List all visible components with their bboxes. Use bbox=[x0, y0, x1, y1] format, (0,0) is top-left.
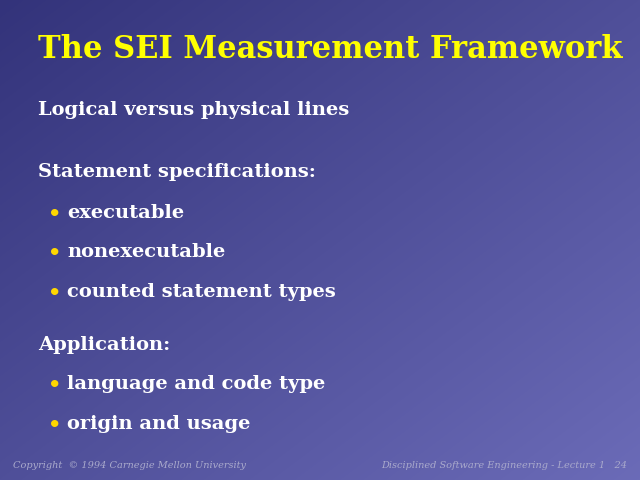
Text: •: • bbox=[48, 375, 61, 396]
Text: Logical versus physical lines: Logical versus physical lines bbox=[38, 101, 349, 119]
Text: nonexecutable: nonexecutable bbox=[67, 243, 225, 262]
Text: Copyright  © 1994 Carnegie Mellon University: Copyright © 1994 Carnegie Mellon Univers… bbox=[13, 461, 246, 470]
Text: Statement specifications:: Statement specifications: bbox=[38, 163, 316, 181]
Text: language and code type: language and code type bbox=[67, 375, 326, 394]
Text: Application:: Application: bbox=[38, 336, 171, 354]
Text: counted statement types: counted statement types bbox=[67, 283, 336, 300]
Text: The SEI Measurement Framework: The SEI Measurement Framework bbox=[38, 34, 623, 65]
Text: origin and usage: origin and usage bbox=[67, 415, 251, 433]
Text: Disciplined Software Engineering - Lecture 1   24: Disciplined Software Engineering - Lectu… bbox=[381, 461, 627, 470]
Text: •: • bbox=[48, 415, 61, 435]
Text: •: • bbox=[48, 283, 61, 303]
Text: •: • bbox=[48, 243, 61, 264]
Text: executable: executable bbox=[67, 204, 184, 222]
Text: •: • bbox=[48, 204, 61, 224]
